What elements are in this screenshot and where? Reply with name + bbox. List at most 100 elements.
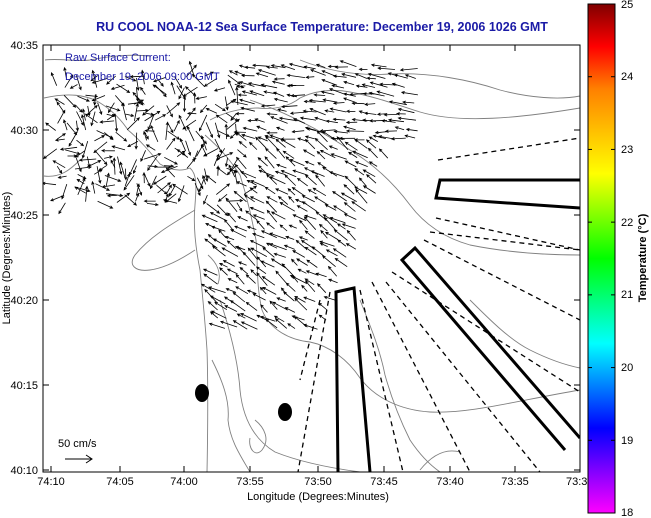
scale-label: 50 cm/s <box>58 438 97 450</box>
y-tick-label: 40:30 <box>10 125 38 137</box>
current-vector-arrow <box>75 75 82 91</box>
current-vector-arrow <box>250 180 265 187</box>
current-vector-arrow <box>217 193 228 202</box>
current-vector-arrow <box>276 297 286 302</box>
current-vector-arrow <box>237 149 247 158</box>
current-vector-arrow <box>269 300 278 310</box>
x-axis-title: Longitude (Degrees:Minutes) <box>247 491 389 503</box>
current-vector-arrow <box>227 74 241 85</box>
current-vector-arrow <box>249 187 258 194</box>
current-vector-arrow <box>316 150 326 160</box>
current-vector-arrow <box>227 278 238 284</box>
current-vector-arrow <box>351 201 366 212</box>
current-vector-arrow <box>258 169 275 177</box>
current-vector-arrow <box>304 174 317 186</box>
current-vector-arrow <box>85 185 89 202</box>
current-vector-arrow <box>176 150 186 158</box>
current-vector-arrow <box>214 301 228 311</box>
current-vector-arrow <box>207 300 218 311</box>
current-vector-arrow <box>205 71 214 77</box>
current-vector-arrow <box>63 66 67 78</box>
current-vector-arrow <box>290 258 298 266</box>
current-vector-arrow <box>106 113 116 121</box>
current-vector-arrow <box>362 185 376 194</box>
current-vector-arrow <box>185 107 196 121</box>
current-vector-arrow <box>367 147 378 159</box>
current-vector-arrow <box>284 307 296 313</box>
current-vector-arrow <box>306 259 318 268</box>
current-vector-arrow <box>218 263 228 268</box>
current-vector-arrow <box>383 113 398 117</box>
current-vector-arrow <box>345 109 356 113</box>
current-vector-arrow <box>127 141 139 148</box>
current-vector-arrow <box>211 245 226 257</box>
current-vector-arrow <box>176 149 189 158</box>
current-vector-arrow <box>275 188 289 195</box>
current-vector-arrow <box>105 105 121 112</box>
current-vector-arrow <box>107 102 115 114</box>
current-vector-arrow <box>384 129 398 133</box>
current-vector-arrow <box>265 318 278 329</box>
current-vector-arrow <box>256 272 268 286</box>
current-vector-arrow <box>230 113 237 122</box>
current-vector-arrow <box>364 102 376 106</box>
current-vector-arrow <box>265 65 278 69</box>
current-vector-arrow <box>224 236 235 241</box>
current-vector-arrow <box>91 78 108 84</box>
current-vector-arrow <box>112 157 116 175</box>
legend-line-2: December 19, 2006 09:00 GMT <box>65 71 220 83</box>
y-axis-title: Latitude (Degrees:Minutes) <box>1 192 13 325</box>
current-vector-arrow <box>124 76 137 82</box>
current-vector-arrow <box>281 263 295 278</box>
current-vector-arrow <box>336 136 349 151</box>
current-vector-arrow <box>226 198 244 203</box>
current-vector-arrow <box>332 74 347 78</box>
current-vector-arrow <box>91 180 96 194</box>
current-vector-arrow <box>266 222 275 230</box>
current-vector-arrow <box>240 321 258 330</box>
current-vector-arrow <box>240 313 257 322</box>
current-vector-arrow <box>404 74 416 79</box>
current-vector-arrow <box>322 130 337 141</box>
current-vector-arrow <box>302 149 315 157</box>
current-vector-arrow <box>222 260 235 267</box>
current-vector-arrow <box>74 186 87 194</box>
colorbar-ticks <box>588 3 615 514</box>
current-vector-arrow <box>292 250 305 258</box>
current-vector-arrow <box>301 195 315 203</box>
current-vector-arrow <box>269 176 286 185</box>
current-vector-arrow <box>275 138 286 148</box>
current-vector-arrow <box>402 100 415 104</box>
current-vector-arrow <box>132 165 137 175</box>
current-vector-arrow <box>136 108 150 113</box>
map-plot-area <box>43 45 580 472</box>
current-vector-arrow <box>284 174 296 186</box>
current-vector-arrow <box>270 116 288 124</box>
current-vector-arrow <box>214 122 221 139</box>
current-vector-arrow <box>245 301 258 311</box>
current-vector-arrow <box>123 175 135 191</box>
plot-frame <box>42 44 581 473</box>
current-vector-arrow <box>332 117 346 122</box>
current-vector-arrow <box>276 163 287 169</box>
current-vector-arrow <box>216 183 231 195</box>
current-vector-arrow <box>303 216 317 230</box>
current-vector-arrow <box>56 133 66 140</box>
current-vector-arrow <box>331 84 345 89</box>
current-vector-arrow <box>235 112 245 116</box>
current-vector-arrow <box>110 84 125 90</box>
current-vector-arrow <box>304 138 316 150</box>
current-vector-arrow <box>324 109 335 113</box>
current-vector-arrow <box>240 171 257 179</box>
current-vector-arrow <box>201 144 208 157</box>
current-vector-arrow <box>325 249 338 257</box>
current-vector-arrow <box>74 150 85 158</box>
current-vector-arrow <box>216 167 227 176</box>
x-tick-label: 73:45 <box>370 476 398 488</box>
current-vector-arrow <box>354 161 368 167</box>
current-vector-arrow <box>255 266 267 275</box>
current-vector-arrow <box>376 90 395 97</box>
current-vector-arrow <box>224 157 229 168</box>
current-vector-arrow <box>166 184 172 194</box>
current-vector-arrow <box>303 323 318 330</box>
